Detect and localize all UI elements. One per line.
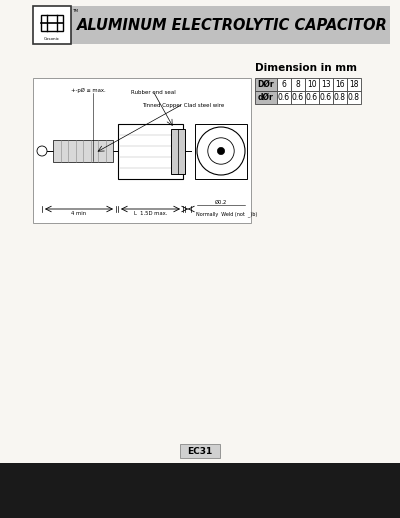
Bar <box>41 15 63 31</box>
Bar <box>33 6 71 44</box>
Bar <box>53 140 113 162</box>
Text: 0.6: 0.6 <box>278 93 290 102</box>
Text: L  1.5D max.: L 1.5D max. <box>134 211 167 216</box>
Circle shape <box>218 148 225 154</box>
Bar <box>0 2 400 48</box>
Text: Rubber end seal: Rubber end seal <box>131 90 175 95</box>
Bar <box>255 78 277 91</box>
Text: 6: 6 <box>282 80 286 89</box>
Bar <box>305 91 319 104</box>
Bar <box>347 91 361 104</box>
Bar <box>347 78 361 91</box>
Text: 0.8: 0.8 <box>334 93 346 102</box>
Circle shape <box>37 146 47 156</box>
Text: Tinned Copper Clad steel wire: Tinned Copper Clad steel wire <box>142 103 224 108</box>
Text: 4 min: 4 min <box>72 211 86 216</box>
Text: 13: 13 <box>321 80 331 89</box>
Text: EC31: EC31 <box>187 447 213 455</box>
Bar <box>333 91 347 104</box>
Text: DØr: DØr <box>258 80 274 89</box>
Bar <box>305 78 319 91</box>
Bar <box>277 91 291 104</box>
Bar <box>171 128 185 174</box>
Text: 10: 10 <box>307 80 317 89</box>
Text: Dimension in mm: Dimension in mm <box>255 63 357 73</box>
Bar <box>333 78 347 91</box>
Bar <box>33 6 390 44</box>
Bar <box>180 444 220 458</box>
Bar <box>319 91 333 104</box>
Text: 0.8: 0.8 <box>348 93 360 102</box>
Bar <box>33 78 251 223</box>
Bar <box>277 78 291 91</box>
Text: +-pØ ≤ max.: +-pØ ≤ max. <box>71 88 106 93</box>
Text: 16: 16 <box>335 80 345 89</box>
Text: TM: TM <box>72 9 78 13</box>
Bar <box>255 91 277 104</box>
Bar <box>195 123 247 179</box>
Text: 8: 8 <box>296 80 300 89</box>
Text: 0.6: 0.6 <box>292 93 304 102</box>
Bar <box>291 91 305 104</box>
Text: Normally  Weld (not  _)b): Normally Weld (not _)b) <box>196 211 257 217</box>
Bar <box>0 0 400 463</box>
Text: dØr: dØr <box>258 93 274 102</box>
Bar <box>291 78 305 91</box>
Text: Ø0.2: Ø0.2 <box>215 200 227 205</box>
Bar <box>319 78 333 91</box>
Text: 0.6: 0.6 <box>320 93 332 102</box>
Text: 0.6: 0.6 <box>306 93 318 102</box>
Text: ALUMINUM ELECTROLYTIC CAPACITOR: ALUMINUM ELECTROLYTIC CAPACITOR <box>77 18 388 33</box>
Bar <box>118 123 183 179</box>
Text: 18: 18 <box>349 80 359 89</box>
Text: Cosonic: Cosonic <box>44 37 60 41</box>
